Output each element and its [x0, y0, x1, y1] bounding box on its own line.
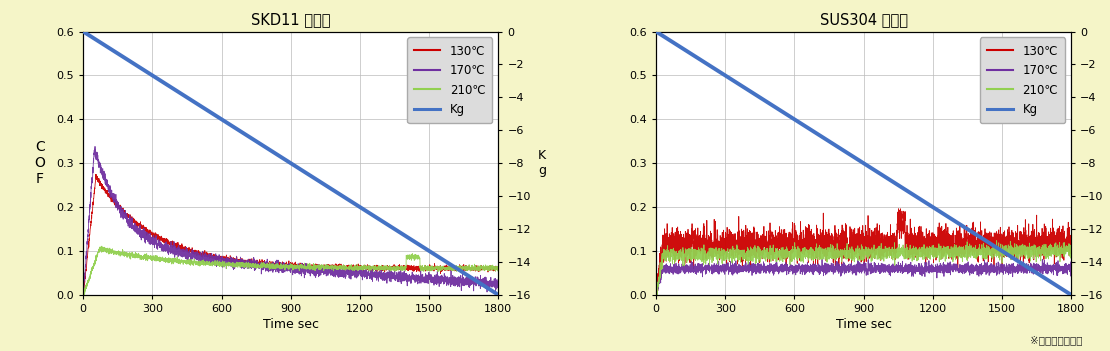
Title: SKD11 試験片: SKD11 試験片: [251, 13, 331, 28]
X-axis label: Time sec: Time sec: [263, 318, 319, 331]
Text: ※無潤滑下で評価: ※無潤滑下で評価: [1030, 335, 1082, 345]
Legend: 130℃, 170℃, 210℃, Kg: 130℃, 170℃, 210℃, Kg: [980, 38, 1066, 123]
Title: SUS304 試験片: SUS304 試験片: [819, 13, 908, 28]
Legend: 130℃, 170℃, 210℃, Kg: 130℃, 170℃, 210℃, Kg: [407, 38, 493, 123]
X-axis label: Time sec: Time sec: [836, 318, 891, 331]
Y-axis label: C
O
F: C O F: [34, 140, 46, 186]
Y-axis label: K
g: K g: [538, 149, 546, 177]
